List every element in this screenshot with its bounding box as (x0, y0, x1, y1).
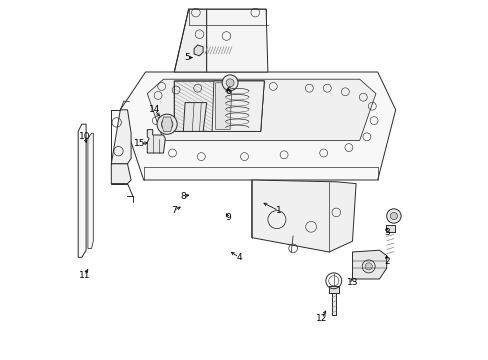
Text: 4: 4 (236, 253, 242, 262)
Polygon shape (162, 117, 172, 131)
Polygon shape (385, 225, 394, 232)
Text: 7: 7 (171, 206, 177, 215)
Polygon shape (147, 130, 165, 153)
Polygon shape (212, 81, 264, 131)
Circle shape (365, 263, 371, 270)
Polygon shape (206, 9, 267, 72)
Polygon shape (147, 79, 375, 140)
Polygon shape (120, 72, 395, 180)
Polygon shape (331, 293, 336, 315)
Text: 8: 8 (180, 192, 186, 201)
Polygon shape (111, 110, 131, 164)
Circle shape (222, 75, 238, 91)
Circle shape (157, 114, 177, 134)
Text: 11: 11 (79, 271, 90, 280)
Circle shape (389, 212, 397, 220)
Circle shape (161, 118, 172, 130)
Text: 3: 3 (383, 228, 389, 237)
Text: 9: 9 (225, 213, 231, 222)
Polygon shape (352, 250, 386, 279)
Text: 15: 15 (134, 139, 145, 148)
Polygon shape (174, 9, 206, 72)
Text: 6: 6 (225, 87, 231, 96)
Circle shape (386, 209, 400, 223)
Text: 2: 2 (383, 256, 389, 265)
Text: 10: 10 (79, 132, 90, 141)
Polygon shape (251, 180, 355, 252)
Polygon shape (174, 81, 264, 131)
Polygon shape (111, 164, 131, 184)
Text: 1: 1 (275, 206, 281, 215)
Text: 12: 12 (316, 314, 327, 323)
Circle shape (225, 79, 234, 87)
Polygon shape (88, 133, 93, 248)
Polygon shape (215, 83, 231, 130)
Text: 13: 13 (346, 278, 358, 287)
Polygon shape (78, 124, 86, 257)
Text: 5: 5 (183, 53, 189, 62)
Polygon shape (183, 103, 206, 131)
Text: 14: 14 (148, 105, 160, 114)
Polygon shape (194, 45, 203, 56)
Polygon shape (328, 286, 338, 293)
